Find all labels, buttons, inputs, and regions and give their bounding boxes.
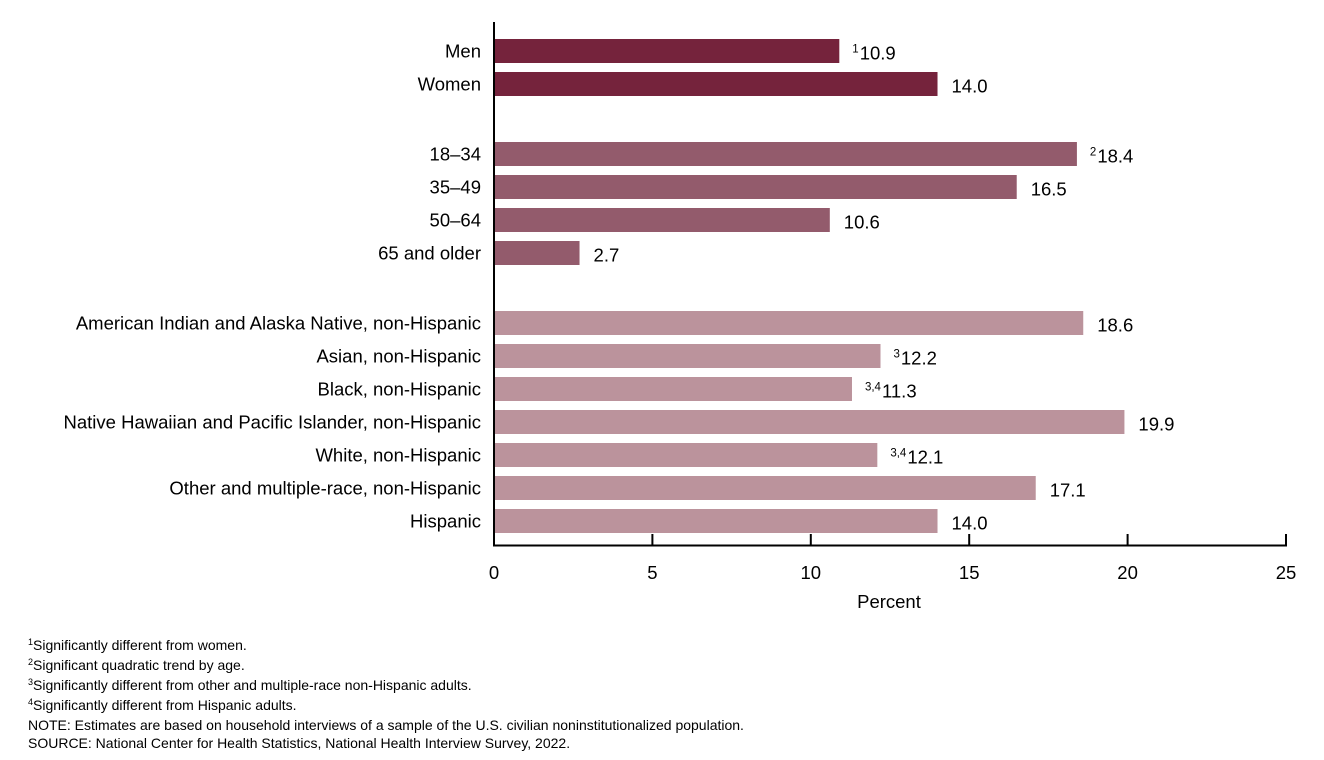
value-label: 218.4 [1090,146,1133,167]
footnote-text: NOTE: Estimates are based on household i… [28,717,744,733]
x-tick-label: 5 [647,562,657,583]
bar-race-3 [494,410,1125,434]
category-label: Asian, non-Hispanic [316,346,481,367]
category-label: 35–49 [430,177,481,198]
value-label: 110.9 [852,43,895,64]
bar-race-1 [494,344,881,368]
category-label: Hispanic [410,511,481,532]
footnote-line: 4Significantly different from Hispanic a… [28,696,1308,716]
bar-chart: Men 110.9 Women 14.0 18–34 218.4 35–49 16.5 50–6… [64,22,1296,612]
axes-layer: 0 5 10 15 20 25 [489,22,1296,583]
footnote-marker: 1 [28,637,34,647]
bar-race-6 [494,509,938,533]
category-label: Men [445,41,481,62]
footnote-text: Significantly different from Hispanic ad… [33,697,297,713]
value-superscript: 3,4 [890,448,907,460]
footnote-marker: 2 [28,657,34,667]
footnote-text: Significantly different from women. [33,637,247,653]
bar-age-2 [494,208,830,232]
bar-age-3 [494,241,580,265]
value-label: 16.5 [1031,179,1067,200]
category-label: Black, non-Hispanic [318,379,482,400]
x-tick-label: 15 [959,562,980,583]
value-label: 2.7 [594,245,620,266]
x-tick-label: 20 [1117,562,1138,583]
x-tick-label: 25 [1276,562,1297,583]
x-tick-label: 10 [801,562,822,583]
category-label: White, non-Hispanic [315,445,481,466]
value-label: 19.9 [1138,414,1174,435]
value-number: 11.3 [882,381,917,402]
value-superscript: 1 [852,44,858,56]
footnote-line: NOTE: Estimates are based on household i… [28,716,1308,734]
footnote-text: Significant quadratic trend by age. [33,657,245,673]
value-label: 17.1 [1050,480,1086,501]
value-superscript: 2 [1090,147,1096,159]
value-superscript: 3 [893,349,899,361]
value-superscript: 3,4 [865,382,882,394]
bar-race-0 [494,311,1084,335]
value-label: 3,411.3 [865,381,917,402]
bar-sex-1 [494,72,938,96]
labels-layer: Men 110.9 Women 14.0 18–34 218.4 35–49 16.5 50–6… [64,41,1175,534]
bar-race-5 [494,476,1036,500]
value-label: 3,412.1 [890,447,943,468]
footnote-marker: 4 [28,697,34,707]
footnotes: 1Significantly different from women. 2Sig… [28,636,1308,752]
bars-layer [494,39,1125,533]
footnote-line: 2Significant quadratic trend by age. [28,656,1308,676]
value-label: 14.0 [952,513,988,534]
x-axis-title: Percent [857,591,921,612]
value-number: 12.1 [907,447,943,468]
category-label: Women [418,74,481,95]
bar-sex-0 [494,39,840,63]
bar-race-2 [494,377,852,401]
value-label: 18.6 [1097,315,1133,336]
value-label: 312.2 [893,348,936,369]
footnote-text: SOURCE: National Center for Health Stati… [28,735,571,751]
category-label: 65 and older [378,243,481,264]
value-number: 12.2 [901,348,937,369]
footnote-line: 3Significantly different from other and … [28,676,1308,696]
bar-age-0 [494,142,1077,166]
footnote-text: Significantly different from other and m… [33,677,472,693]
value-label: 14.0 [952,76,988,97]
category-label: 18–34 [430,144,481,165]
category-label: Native Hawaiian and Pacific Islander, no… [64,412,482,433]
footnote-line: 1Significantly different from women. [28,636,1308,656]
category-label: Other and multiple-race, non-Hispanic [169,478,481,499]
value-number: 10.9 [860,43,896,64]
footnote-line: SOURCE: National Center for Health Stati… [28,734,1308,752]
footnote-marker: 3 [28,677,34,687]
x-tick-label: 0 [489,562,499,583]
value-number: 18.4 [1097,146,1133,167]
bar-age-1 [494,175,1017,199]
category-label: American Indian and Alaska Native, non-H… [76,313,481,334]
value-label: 10.6 [844,212,880,233]
bar-race-4 [494,443,878,467]
category-label: 50–64 [430,210,481,231]
